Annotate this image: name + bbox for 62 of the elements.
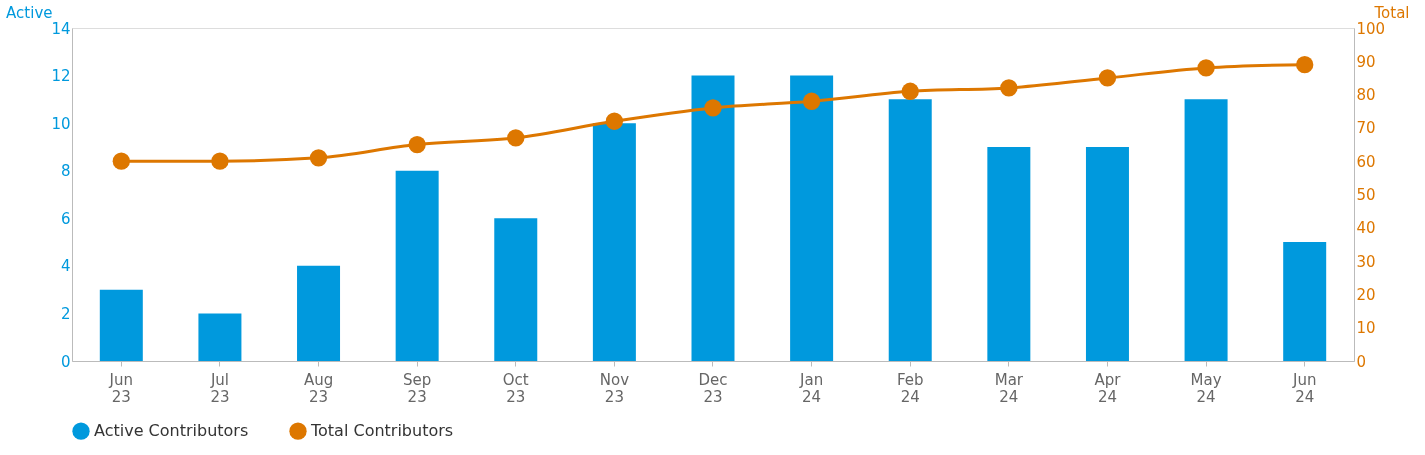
y2-tick-label: 10 bbox=[1356, 319, 1376, 338]
point bbox=[605, 112, 624, 130]
point bbox=[802, 92, 821, 110]
x-tick-label: Feb 24 bbox=[896, 370, 924, 406]
point bbox=[309, 149, 328, 167]
y-tick-label: 0 bbox=[60, 352, 71, 371]
x-tick-label: Oct 23 bbox=[502, 370, 529, 406]
point bbox=[901, 82, 919, 100]
y2-tick-label: 40 bbox=[1356, 219, 1376, 238]
y2-tick-label: 70 bbox=[1356, 119, 1376, 138]
y2-tick-label: 20 bbox=[1356, 285, 1376, 304]
legend-label: Total Contributors bbox=[310, 421, 454, 441]
y-axis-title: Active bbox=[6, 3, 53, 22]
y2-tick-label: 100 bbox=[1356, 19, 1386, 38]
bar bbox=[1184, 99, 1228, 361]
x-tick-label: May 24 bbox=[1190, 370, 1222, 406]
y-tick-label: 4 bbox=[60, 257, 71, 276]
y2-tick-label: 60 bbox=[1356, 152, 1376, 171]
point bbox=[408, 135, 426, 154]
point bbox=[507, 129, 525, 147]
bar bbox=[790, 75, 834, 361]
y-tick-label: 6 bbox=[60, 209, 71, 228]
x-tick-label: Jan 24 bbox=[799, 370, 824, 406]
bar bbox=[1085, 146, 1129, 361]
bar bbox=[1283, 242, 1327, 361]
bar bbox=[297, 265, 341, 361]
y-tick-label: 8 bbox=[60, 162, 71, 181]
x-tick-label: Dec 23 bbox=[698, 370, 728, 406]
bar bbox=[691, 75, 735, 361]
x-tick-label: Aug 23 bbox=[303, 370, 334, 406]
y2-tick-label: 0 bbox=[1356, 352, 1367, 371]
point bbox=[1197, 59, 1215, 77]
y2-tick-label: 30 bbox=[1356, 252, 1376, 271]
bar bbox=[592, 123, 636, 361]
legend-label: Active Contributors bbox=[94, 421, 249, 441]
x-tick-label: Jun 23 bbox=[108, 370, 134, 406]
bar bbox=[987, 146, 1031, 361]
x-tick-label: Nov 23 bbox=[599, 370, 630, 406]
bar bbox=[99, 289, 143, 361]
point bbox=[1000, 79, 1018, 97]
y-tick-label: 10 bbox=[51, 114, 71, 133]
x-tick-label: Sep 23 bbox=[403, 370, 432, 406]
y-tick-label: 2 bbox=[60, 304, 71, 323]
point bbox=[1296, 55, 1314, 74]
point bbox=[211, 152, 229, 170]
y-tick-label: 14 bbox=[51, 19, 71, 38]
y-tick-label: 12 bbox=[51, 67, 71, 86]
y2-tick-label: 80 bbox=[1356, 86, 1376, 105]
x-tick-label: Mar 24 bbox=[994, 370, 1024, 406]
y2-tick-label: 90 bbox=[1356, 52, 1376, 71]
bar bbox=[888, 99, 932, 361]
bar bbox=[198, 313, 242, 361]
x-tick-label: Jun 24 bbox=[1291, 370, 1317, 406]
point bbox=[1098, 69, 1117, 87]
bar bbox=[395, 170, 439, 361]
x-tick-label: Jul 23 bbox=[209, 370, 230, 406]
point bbox=[704, 99, 722, 117]
point bbox=[112, 152, 130, 170]
x-tick-label: Apr 24 bbox=[1094, 370, 1122, 406]
y2-axis-title: Total bbox=[1373, 3, 1410, 22]
bar bbox=[494, 218, 538, 361]
y2-tick-label: 50 bbox=[1356, 186, 1376, 204]
